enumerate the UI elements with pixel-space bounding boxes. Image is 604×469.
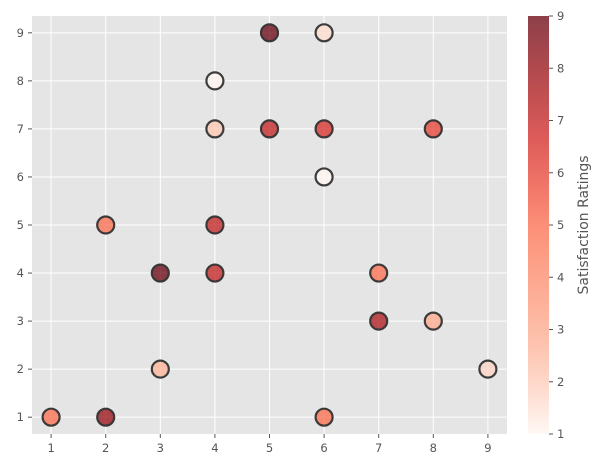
x-tick-label: 2 — [102, 441, 109, 455]
x-tick-label: 5 — [266, 441, 273, 455]
y-tick-label: 4 — [17, 266, 24, 280]
colorbar-tick-label: 9 — [557, 9, 564, 23]
data-point — [423, 119, 443, 139]
data-point — [423, 311, 443, 331]
data-point — [314, 407, 334, 427]
data-point — [314, 23, 334, 43]
colorbar-tick-label: 7 — [557, 114, 564, 128]
colorbar-tick-label: 2 — [557, 375, 564, 389]
colorbar-axis: 1 2 3 4 5 6 7 8 9 — [549, 9, 564, 441]
y-tick-label: 1 — [17, 410, 24, 424]
data-point — [205, 263, 225, 283]
colorbar-tick-label: 3 — [557, 323, 564, 337]
colorbar-tick-label: 5 — [557, 218, 564, 232]
x-tick-label: 6 — [320, 441, 327, 455]
x-tick-label: 7 — [375, 441, 382, 455]
x-axis: 1 2 3 4 5 6 7 8 9 — [47, 434, 492, 455]
colorbar-tick-label: 1 — [557, 427, 564, 441]
data-point — [150, 359, 170, 379]
x-tick-label: 9 — [484, 441, 491, 455]
colorbar — [528, 16, 549, 434]
colorbar-label: Satisfaction Ratings — [576, 155, 592, 294]
y-tick-label: 8 — [17, 74, 24, 88]
y-tick-label: 9 — [17, 26, 24, 40]
y-tick-label: 3 — [17, 314, 24, 328]
x-tick-label: 8 — [430, 441, 437, 455]
data-point — [314, 119, 334, 139]
y-tick-label: 7 — [17, 122, 24, 136]
data-point — [150, 263, 170, 283]
data-point — [478, 359, 498, 379]
colorbar-tick-label: 4 — [557, 270, 564, 284]
data-points — [41, 23, 498, 427]
data-point — [369, 311, 389, 331]
colorbar-tick-label: 8 — [557, 61, 564, 75]
x-tick-label: 1 — [47, 441, 54, 455]
data-point — [96, 215, 116, 235]
y-tick-label: 2 — [17, 362, 24, 376]
data-point — [259, 119, 280, 139]
data-point — [41, 407, 61, 427]
data-point — [205, 215, 225, 235]
data-point — [96, 407, 116, 427]
data-point — [369, 263, 389, 283]
gridlines — [32, 16, 507, 434]
y-tick-label: 5 — [17, 218, 24, 232]
data-point — [205, 71, 225, 91]
x-tick-label: 3 — [157, 441, 164, 455]
y-axis: 1 2 3 4 5 6 7 8 9 — [17, 26, 32, 424]
data-point — [205, 119, 225, 139]
data-point — [314, 167, 334, 187]
x-tick-label: 4 — [211, 441, 218, 455]
data-point — [259, 23, 280, 43]
y-tick-label: 6 — [17, 170, 24, 184]
colorbar-tick-label: 6 — [557, 166, 564, 180]
